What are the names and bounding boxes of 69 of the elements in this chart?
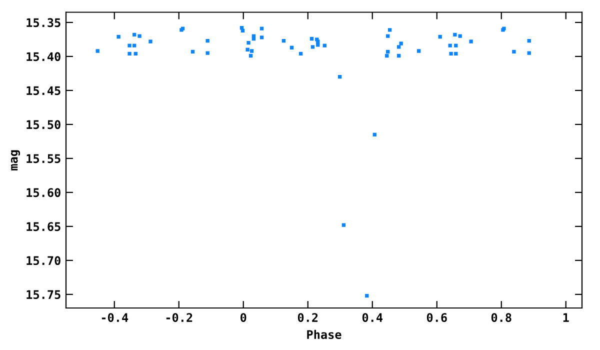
point xyxy=(396,54,401,58)
point xyxy=(128,52,132,56)
point xyxy=(385,54,389,58)
x-tick-label: -0.2 xyxy=(166,313,192,322)
point xyxy=(365,294,369,298)
y-axis-title: mag xyxy=(10,150,20,170)
y-tick-label: 15.40 xyxy=(26,52,60,62)
point xyxy=(116,34,120,39)
point xyxy=(298,52,303,56)
y-tick-label: 15.50 xyxy=(26,120,60,130)
point xyxy=(246,48,250,52)
point xyxy=(454,52,458,56)
point xyxy=(148,40,152,44)
point xyxy=(322,44,326,48)
point xyxy=(206,38,210,43)
point xyxy=(96,49,100,53)
point xyxy=(134,52,138,56)
x-tick-label: 0.8 xyxy=(491,313,512,322)
point xyxy=(438,34,442,39)
point xyxy=(240,28,245,32)
x-tick-label: 0.2 xyxy=(298,313,318,322)
point xyxy=(372,132,376,136)
point xyxy=(527,38,531,43)
y-tick-label: 15.70 xyxy=(26,256,60,266)
point xyxy=(386,34,390,38)
y-tick-label: 15.55 xyxy=(26,154,60,164)
y-tick-label: 15.45 xyxy=(26,86,60,96)
point xyxy=(310,45,315,49)
point xyxy=(250,49,254,53)
point xyxy=(132,32,136,37)
point xyxy=(316,43,320,47)
point xyxy=(342,223,346,227)
point xyxy=(248,54,253,58)
point xyxy=(128,44,132,48)
point xyxy=(246,41,250,45)
point xyxy=(527,51,531,55)
point xyxy=(449,52,453,56)
point xyxy=(138,34,142,38)
x-tick-label: 1 xyxy=(563,313,569,322)
y-tick-label: 15.60 xyxy=(26,188,60,198)
point xyxy=(290,46,294,50)
point xyxy=(512,50,516,54)
point xyxy=(282,38,286,43)
point xyxy=(338,75,342,79)
point xyxy=(386,50,390,54)
point xyxy=(396,45,401,49)
point xyxy=(260,36,264,40)
point xyxy=(206,51,210,55)
y-tick-label: 15.75 xyxy=(26,290,60,300)
point xyxy=(453,32,457,37)
point xyxy=(416,49,421,53)
point xyxy=(458,34,462,38)
point xyxy=(399,42,403,46)
point xyxy=(260,26,264,30)
point xyxy=(310,36,314,41)
x-tick-label: -0.4 xyxy=(102,313,128,322)
point xyxy=(454,44,458,48)
x-tick-label: 0 xyxy=(240,313,246,322)
point xyxy=(190,50,195,54)
y-tick-label: 15.35 xyxy=(26,18,60,28)
y-tick-label: 15.65 xyxy=(26,222,60,232)
point xyxy=(388,28,392,32)
point xyxy=(252,36,256,41)
point xyxy=(469,40,473,44)
point xyxy=(448,44,452,48)
x-tick-label: 0.4 xyxy=(362,313,383,322)
x-axis-title: Phase xyxy=(307,330,342,339)
point xyxy=(132,44,136,48)
x-tick-label: 0.6 xyxy=(426,313,447,322)
